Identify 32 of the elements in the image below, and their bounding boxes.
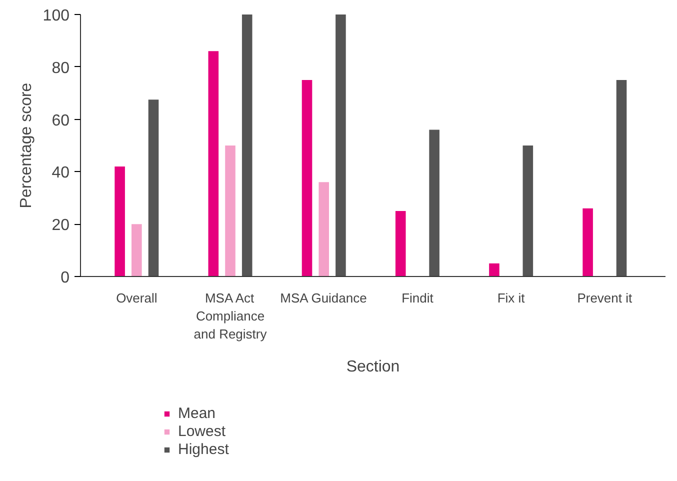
bar <box>489 263 500 276</box>
bar <box>132 224 142 276</box>
x-tick-label: Findit <box>402 290 434 306</box>
y-tick-label: 100 <box>42 8 70 24</box>
legend-label: Mean <box>178 404 216 422</box>
bar <box>616 80 627 276</box>
legend-label: Lowest <box>178 422 226 440</box>
bar <box>395 211 406 276</box>
y-tick-label: 0 <box>60 270 70 286</box>
bar <box>318 182 330 276</box>
x-tick-label: MSA Guidance <box>280 290 367 306</box>
bar <box>522 146 534 276</box>
x-tick-label: Fix it <box>497 290 526 306</box>
y-tick-label: 40 <box>52 164 70 182</box>
bar <box>336 14 346 276</box>
bar <box>114 166 125 276</box>
bar <box>148 100 159 276</box>
bar <box>582 208 593 276</box>
x-tick-label: Overall <box>116 290 158 306</box>
y-axis-title: Percentage score <box>18 82 35 208</box>
x-tick-label: Prevent it <box>577 290 633 306</box>
legend-label: Highest <box>178 440 229 458</box>
bar <box>225 146 236 276</box>
y-tick-label: 20 <box>52 217 70 234</box>
x-tick-label: MSA Act Compliance and Registry <box>194 290 268 342</box>
y-tick-label: 80 <box>52 60 70 77</box>
x-axis-title: Section <box>346 358 400 376</box>
bar <box>302 80 312 276</box>
bar <box>208 51 219 276</box>
bar <box>429 130 440 276</box>
y-tick-label: 60 <box>52 112 70 130</box>
bar <box>242 14 252 276</box>
